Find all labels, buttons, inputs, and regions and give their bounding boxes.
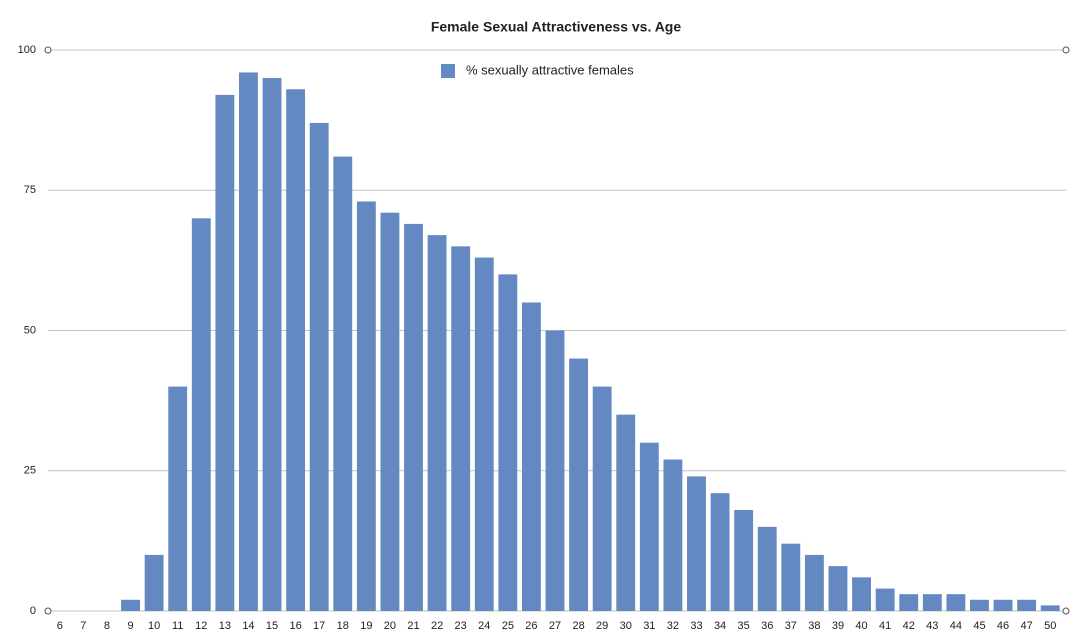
x-tick-label: 37: [785, 620, 797, 632]
x-tick-label: 34: [714, 620, 726, 632]
bar: [875, 588, 895, 611]
bar: [569, 358, 589, 611]
bar: [286, 89, 306, 611]
x-tick-label: 21: [407, 620, 419, 632]
x-tick-label: 36: [761, 620, 773, 632]
x-tick-label: 13: [219, 620, 231, 632]
y-tick-label: 50: [24, 324, 36, 336]
x-tick-label: 50: [1044, 620, 1056, 632]
x-tick-label: 42: [903, 620, 915, 632]
bar: [781, 543, 801, 611]
x-tick-label: 16: [289, 620, 301, 632]
axis-end-marker: [44, 607, 52, 615]
axis-end-marker: [1062, 46, 1070, 54]
x-tick-label: 31: [643, 620, 655, 632]
axis-end-marker: [1062, 607, 1070, 615]
x-tick-label: 30: [620, 620, 632, 632]
x-tick-label: 22: [431, 620, 443, 632]
bar: [474, 257, 494, 611]
bar: [828, 566, 848, 611]
x-tick-label: 20: [384, 620, 396, 632]
legend-label: % sexually attractive females: [466, 62, 634, 77]
x-tick-label: 25: [502, 620, 514, 632]
bar: [309, 122, 329, 612]
x-tick-label: 19: [360, 620, 372, 632]
x-tick-label: 40: [855, 620, 867, 632]
y-tick-label: 25: [24, 465, 36, 477]
x-tick-label: 14: [242, 620, 254, 632]
bar: [616, 414, 636, 611]
x-tick-label: 27: [549, 620, 561, 632]
x-tick-label: 41: [879, 620, 891, 632]
bar: [734, 510, 754, 611]
bar: [427, 235, 447, 611]
bar: [1017, 599, 1037, 611]
bar: [262, 78, 282, 612]
bar: [144, 554, 164, 611]
x-tick-label: 26: [525, 620, 537, 632]
bar: [356, 201, 376, 611]
x-tick-label: 23: [455, 620, 467, 632]
x-tick-label: 46: [997, 620, 1009, 632]
bar: [121, 599, 140, 611]
x-tick-label: 15: [266, 620, 278, 632]
x-tick-label: 12: [195, 620, 207, 632]
x-tick-label: 44: [950, 620, 962, 632]
x-tick-label: 9: [127, 620, 133, 632]
bar: [946, 594, 966, 611]
bar: [804, 554, 824, 611]
chart-title: Female Sexual Attractiveness vs. Age: [431, 19, 682, 35]
bar: [333, 156, 353, 611]
x-tick-label: 24: [478, 620, 490, 632]
bar: [404, 223, 423, 611]
axis-end-marker: [44, 46, 52, 54]
y-tick-label: 100: [18, 44, 36, 56]
bar: [710, 493, 730, 611]
x-tick-label: 11: [172, 620, 183, 632]
x-tick-label: 6: [57, 620, 63, 632]
bar: [545, 330, 565, 611]
bar: [970, 599, 989, 611]
y-tick-label: 0: [30, 605, 36, 617]
x-tick-label: 43: [926, 620, 938, 632]
bar: [852, 577, 871, 611]
x-tick-label: 8: [104, 620, 110, 632]
x-tick-label: 28: [572, 620, 584, 632]
bar: [168, 386, 188, 611]
bar: [380, 212, 400, 611]
bar: [639, 442, 659, 611]
x-tick-label: 33: [690, 620, 702, 632]
bar: [215, 94, 235, 611]
x-tick-label: 10: [148, 620, 160, 632]
x-tick-label: 32: [667, 620, 679, 632]
x-tick-label: 18: [337, 620, 349, 632]
legend-swatch: [441, 64, 455, 78]
bar: [899, 594, 919, 611]
bar: [592, 386, 612, 611]
y-tick-label: 75: [24, 184, 36, 196]
bar: [922, 594, 942, 611]
bar: [498, 274, 518, 611]
x-tick-label: 7: [80, 620, 86, 632]
x-tick-label: 39: [832, 620, 844, 632]
bar: [239, 72, 258, 611]
x-tick-label: 29: [596, 620, 608, 632]
bar: [993, 599, 1013, 611]
x-tick-label: 35: [738, 620, 750, 632]
bar: [663, 459, 683, 611]
bar: [521, 302, 541, 611]
bar: [687, 476, 706, 611]
bar: [191, 218, 211, 612]
x-tick-label: 45: [973, 620, 985, 632]
bar: [757, 526, 777, 611]
bar: [451, 246, 471, 611]
bar: [1040, 605, 1060, 611]
x-tick-label: 47: [1021, 620, 1033, 632]
x-tick-label: 38: [808, 620, 820, 632]
x-tick-label: 17: [313, 620, 325, 632]
